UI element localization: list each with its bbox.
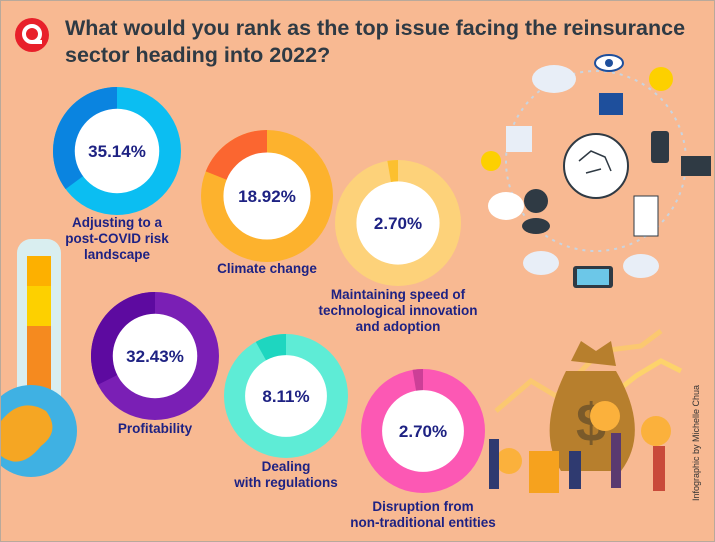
donut-hole (112, 313, 198, 399)
logo (15, 18, 49, 52)
category-label-line: Maintaining speed of (330, 287, 466, 302)
donut-hole (223, 152, 311, 240)
data-label: 2.70% (399, 422, 447, 441)
donut-1: 35.14% (53, 87, 181, 215)
category-label-line: Climate change (217, 261, 317, 276)
donut-hole (74, 108, 160, 194)
category-label-line: Adjusting to a (72, 215, 162, 230)
category-label-line: technological innovation (318, 303, 478, 318)
donut-hole (356, 181, 440, 265)
data-label: 35.14% (88, 142, 146, 161)
donut-3: 2.70% (335, 160, 461, 286)
data-label: 2.70% (374, 214, 422, 233)
category-label: Profitability (65, 421, 245, 437)
category-label-line: non-traditional entities (350, 515, 496, 530)
donut-5: 8.11% (224, 334, 348, 458)
page-title: What would you rank as the top issue fac… (65, 16, 686, 67)
category-label-line: with regulations (234, 475, 338, 490)
category-label-line: Profitability (117, 421, 193, 436)
category-label-line: landscape (83, 247, 151, 262)
category-label: Climate change (177, 261, 357, 277)
category-label-line: Disruption from (372, 499, 474, 514)
technology-illustration (481, 54, 711, 288)
data-label: 18.92% (238, 187, 296, 206)
category-label: Dealing with regulations (196, 459, 376, 491)
category-label: Adjusting to a post-COVID risk landscape (27, 215, 207, 263)
data-label: 32.43% (126, 347, 184, 366)
category-label-line: Dealing (261, 459, 311, 474)
category-label: Maintaining speed of technological innova… (308, 287, 488, 335)
thermometer-illustration (1, 239, 77, 477)
category-label: Disruption from non-traditional entities (333, 499, 513, 531)
donut-6: 2.70% (361, 369, 485, 493)
donut-hole (382, 390, 464, 472)
category-label-line: post-COVID risk (65, 231, 169, 246)
donut-4: 32.43% (91, 292, 219, 420)
credit-text: Infographic by Michelle Chua (691, 384, 701, 501)
category-label-line: and adoption (355, 319, 441, 334)
donut-2: 18.92% (201, 130, 333, 262)
money-bag-illustration: $ (489, 329, 683, 493)
donut-hole (245, 355, 327, 437)
data-label: 8.11% (262, 387, 309, 406)
